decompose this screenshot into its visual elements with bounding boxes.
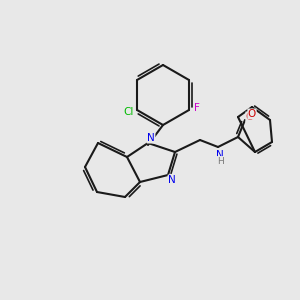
Text: O: O [248,109,256,119]
Text: H: H [217,157,224,166]
Text: O: O [246,112,254,122]
Text: N: N [147,133,155,143]
Text: N: N [168,175,176,185]
Text: F: F [194,103,200,113]
Text: N: N [216,150,224,160]
Text: Cl: Cl [124,107,134,117]
